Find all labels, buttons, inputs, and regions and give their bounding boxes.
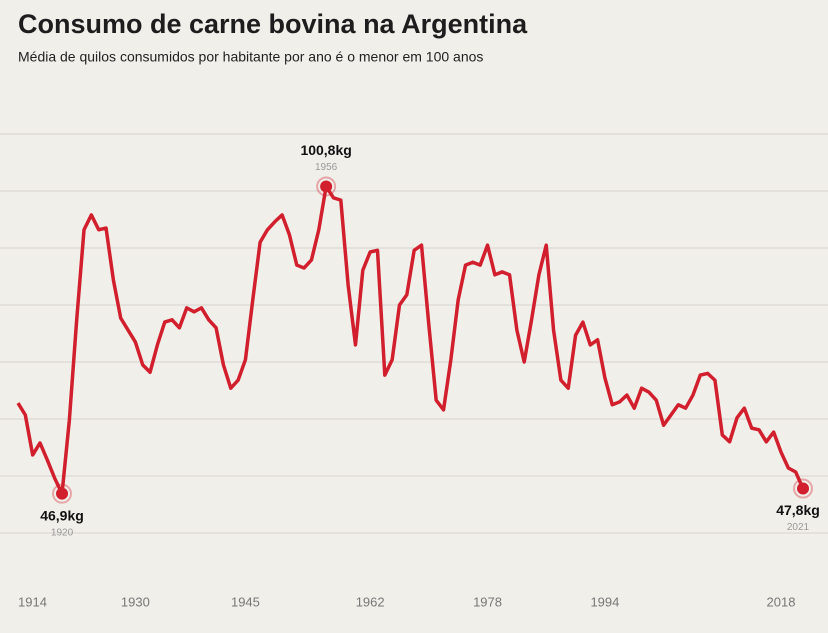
annotation-year: 2021	[787, 522, 810, 533]
x-tick-label: 1962	[356, 594, 385, 609]
annotation-year: 1920	[51, 527, 74, 538]
line	[16, 184, 805, 496]
annotation-label: 100,8kg	[300, 142, 351, 158]
chart-subtitle: Média de quilos consumidos por habitante…	[18, 49, 483, 65]
highlight-point	[320, 180, 333, 193]
annotation-year: 1956	[315, 162, 338, 173]
annotation-label: 47,8kg	[776, 502, 820, 518]
highlight-point	[56, 487, 69, 500]
highlight-point	[797, 482, 809, 495]
highlight-ring	[316, 176, 337, 197]
x-tick-label: 1978	[473, 594, 502, 609]
x-tick-label: 2018	[767, 594, 796, 609]
annotation-label: 46,9kg	[40, 507, 84, 523]
x-tick-label: 1994	[590, 594, 619, 609]
chart-title: Consumo de carne bovina na Argentina	[18, 9, 528, 39]
x-tick-label: 1930	[121, 594, 150, 609]
highlight-ring	[52, 483, 73, 504]
x-tick-label: 1945	[231, 594, 260, 609]
x-tick-label: 1914	[18, 594, 47, 609]
highlight-ring	[793, 478, 813, 499]
